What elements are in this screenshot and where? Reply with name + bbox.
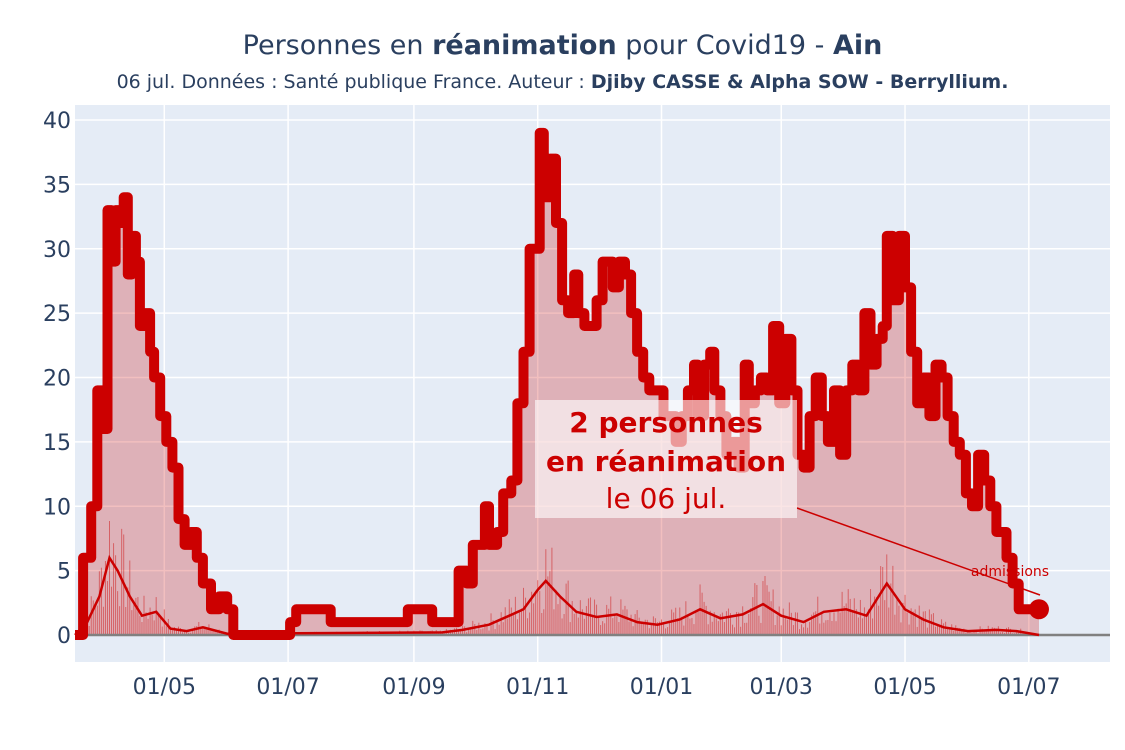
x-tick-label: 01/07 [256,675,319,700]
x-tick-label: 01/09 [382,675,445,700]
admissions-line [74,554,1040,637]
annotation-box [535,400,797,518]
y-tick-label: 20 [43,367,71,392]
annotation-line-2: en réanimation [546,445,786,478]
x-tick-label: 01/01 [630,675,693,700]
chart-subtitle: 06 jul. Données : Santé publique France.… [116,71,1009,93]
reanimation-line [75,127,1039,640]
x-tick-label: 01/05 [133,675,196,700]
annotation-line-1: 2 personnes [569,406,763,439]
annotation-line-3: le 06 jul. [606,482,727,515]
admissions-label: admissions [971,564,1049,580]
reanimation-area [75,132,1039,635]
y-tick-label: 25 [43,302,71,327]
y-tick-label: 15 [43,431,71,456]
y-tick-label: 30 [43,238,71,263]
chart-title: Personnes en réanimation pour Covid19 - … [242,30,883,61]
x-tick-label: 01/11 [506,675,569,700]
x-tick-label: 01/03 [750,675,813,700]
annotation-arrow [796,507,1041,596]
y-tick-label: 35 [43,173,71,198]
x-tick-label: 01/07 [997,675,1060,700]
y-tick-label: 10 [43,495,71,520]
y-tick-label: 0 [57,624,71,649]
last-point-marker [1028,599,1049,620]
y-tick-label: 5 [57,560,71,585]
x-tick-label: 01/05 [873,675,936,700]
y-tick-label: 40 [43,109,71,134]
